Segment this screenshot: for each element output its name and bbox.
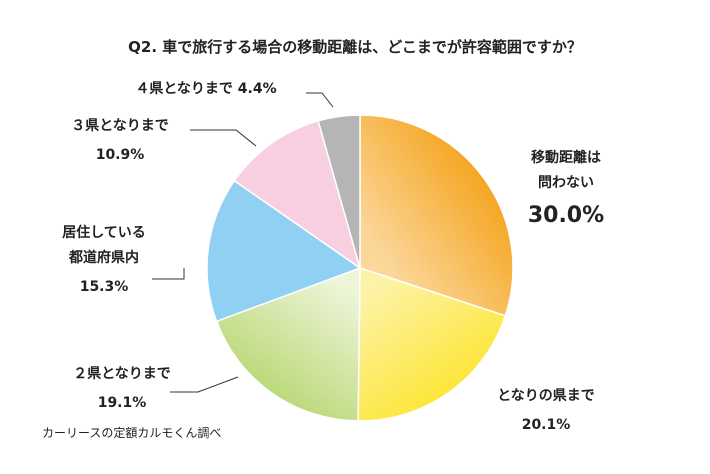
leader-lines	[152, 92, 334, 393]
slice-label: となりの県まで	[497, 388, 595, 404]
pie-slice	[357, 266, 507, 422]
slice-label: 居住している	[62, 224, 146, 241]
leader-line	[306, 92, 334, 108]
pie-slice	[206, 179, 362, 323]
source-note: カーリースの定額カルモくん調べ	[42, 425, 221, 440]
pie-slice	[215, 266, 361, 422]
leader-line	[170, 376, 239, 393]
slice-label: 都道府県内	[68, 249, 139, 266]
pie-slices	[206, 114, 514, 422]
slice-label: 移動距離は	[531, 149, 601, 166]
slice-value-label: 20.1%	[522, 417, 571, 433]
slice-value-label: 30.0%	[528, 203, 604, 228]
slice-value-label: 19.1%	[98, 395, 147, 411]
leader-line	[190, 129, 257, 147]
chart-title: Q2. 車で旅行する場合の移動距離は、どこまでが許容範囲ですか？	[128, 38, 582, 56]
slice-value-label: 10.9%	[96, 147, 145, 163]
leader-line	[152, 268, 185, 280]
pie-slice	[359, 114, 514, 317]
pie-slice	[317, 114, 361, 269]
slice-value-label: 15.3%	[80, 279, 129, 295]
slice-label: ４県となりまで 4.4%	[135, 81, 276, 97]
slice-label: ３県となりまで	[71, 118, 169, 134]
slice-label: 問わない	[538, 175, 594, 191]
slice-label: ２県となりまで	[73, 366, 171, 382]
